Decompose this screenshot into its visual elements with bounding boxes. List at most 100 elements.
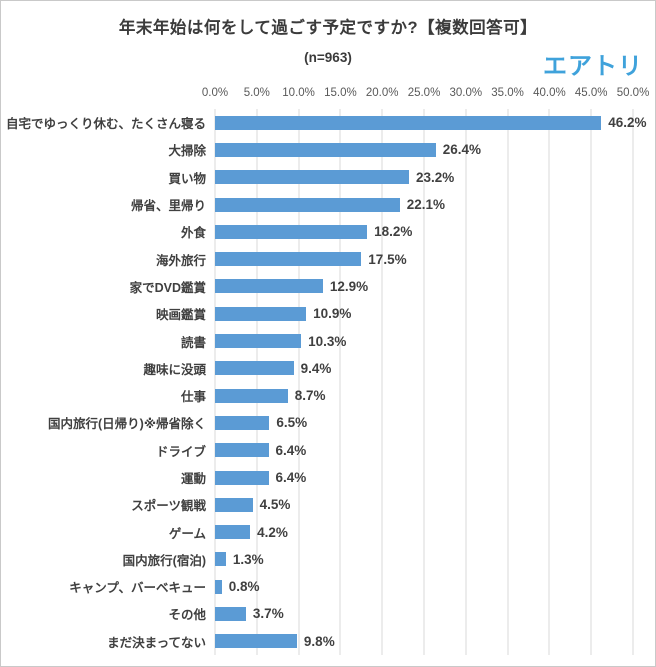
value-label: 1.3% xyxy=(232,551,264,567)
gridline xyxy=(465,109,467,655)
category-label: 買い物 xyxy=(168,171,206,186)
gridline xyxy=(507,109,509,655)
chart-row: その他 3.7% xyxy=(1,600,655,627)
value-label: 18.2% xyxy=(374,224,413,240)
value-label: 9.8% xyxy=(303,633,335,649)
x-tick-label: 25.0% xyxy=(407,87,441,99)
category-label: 運動 xyxy=(180,472,206,486)
chart-row: キャンプ、バーベキュー 0.8% xyxy=(1,573,655,600)
chart-row: 国内旅行(日帰り)※帰省除く 6.5% xyxy=(1,409,655,436)
chart-row: 大掃除 26.4% xyxy=(1,136,655,163)
x-axis-ticks: 0.0% 5.0% 10.0% 15.0% 20.0% 25.0% 30.0% 35.0% 40… xyxy=(202,87,649,102)
chart-row: 自宅でゆっくり休む、たくさん寝る 46.2% xyxy=(1,109,655,136)
category-label: 仕事 xyxy=(180,390,206,405)
x-tick-label: 5.0% xyxy=(243,87,270,99)
value-label: 6.4% xyxy=(275,442,307,458)
category-label: 自宅でゆっくり休む、たくさん寝る xyxy=(5,117,206,132)
bar-track: 12.9% xyxy=(215,273,633,300)
bar-track: 4.5% xyxy=(215,491,633,518)
gridline xyxy=(423,109,425,655)
category-label: まだ決まってない xyxy=(107,635,206,650)
bar-track: 1.3% xyxy=(215,546,633,573)
category-label: 家でDVD鑑賞 xyxy=(129,280,206,295)
bar-track: 10.9% xyxy=(215,300,633,327)
chart-row: 仕事 8.7% xyxy=(1,382,655,409)
bar-track: 3.7% xyxy=(215,600,633,627)
bar xyxy=(215,579,222,594)
chart-row: 外食 18.2% xyxy=(1,218,655,245)
category-label: 国内旅行(宿泊) xyxy=(122,553,206,568)
x-tick-label: 15.0% xyxy=(324,87,357,99)
sample-size-label: (n=963) xyxy=(304,50,352,65)
x-tick-label: 10.0% xyxy=(282,87,315,99)
bar-track: 23.2% xyxy=(215,164,633,191)
bar xyxy=(215,252,362,267)
bar-track: 17.5% xyxy=(215,245,633,272)
x-tick-label: 45.0% xyxy=(574,87,608,99)
gridline xyxy=(256,109,258,655)
chart-rows: 自宅でゆっくり休む、たくさん寝る 46.2% 大掃除 26.4% 買い物 23.2% 帰省、… xyxy=(1,109,655,655)
chart-row: 読書 10.3% xyxy=(1,327,655,354)
gridline xyxy=(214,109,216,655)
bar-track: 4.2% xyxy=(215,518,633,545)
bar-track: 0.8% xyxy=(215,573,633,600)
chart-row: 海外旅行 17.5% xyxy=(1,245,655,272)
bar xyxy=(215,525,251,540)
bar xyxy=(215,634,297,649)
x-tick-label: 35.0% xyxy=(491,87,524,99)
bar-track: 9.8% xyxy=(215,628,633,655)
value-label: 23.2% xyxy=(415,169,455,185)
bar xyxy=(215,415,270,430)
category-label: 読書 xyxy=(180,335,206,350)
category-label: ドライブ xyxy=(155,444,206,459)
chart-row: 運動 6.4% xyxy=(1,464,655,491)
x-tick-label: 0.0% xyxy=(201,87,229,99)
category-label: 国内旅行(日帰り)※帰省除く xyxy=(48,417,206,432)
category-label: キャンプ、バーベキュー xyxy=(69,581,206,596)
bar xyxy=(215,497,253,512)
category-label: 帰省、里帰り xyxy=(130,199,206,214)
chart-title: 年末年始は何をして過ごす予定ですか?【複数回答可】 xyxy=(118,19,538,37)
gridline xyxy=(298,109,300,655)
value-label: 4.2% xyxy=(257,524,288,540)
x-tick-label: 20.0% xyxy=(365,87,399,99)
gridlines xyxy=(214,109,634,655)
bar xyxy=(215,306,307,321)
bar-track: 6.4% xyxy=(215,437,633,464)
bar-track: 8.7% xyxy=(215,382,633,409)
value-label: 4.5% xyxy=(259,497,291,513)
bar-track: 9.4% xyxy=(215,355,633,382)
value-label: 10.3% xyxy=(308,333,347,349)
value-label: 12.9% xyxy=(329,278,369,294)
bar-track: 6.4% xyxy=(215,464,633,491)
category-label: ゲーム xyxy=(168,526,206,541)
value-label: 22.1% xyxy=(406,197,446,213)
category-label: その他 xyxy=(168,608,206,623)
gridline xyxy=(632,109,634,655)
bar-track: 10.3% xyxy=(215,327,633,354)
value-label: 46.2% xyxy=(608,115,647,131)
chart-row: まだ決まってない 9.8% xyxy=(1,628,655,655)
value-label: 0.8% xyxy=(228,579,260,595)
chart-row: 家でDVD鑑賞 12.9% xyxy=(1,273,655,300)
bar xyxy=(215,334,302,349)
bar xyxy=(215,170,409,185)
value-label: 8.7% xyxy=(294,388,326,404)
bar xyxy=(215,224,368,239)
airtrip-logo: エアトリ xyxy=(543,53,643,80)
value-label: 26.4% xyxy=(442,142,481,158)
gridline xyxy=(590,109,592,655)
bar xyxy=(215,552,226,567)
value-label: 10.9% xyxy=(313,306,352,322)
value-label: 6.4% xyxy=(275,470,307,485)
value-label: 6.5% xyxy=(276,415,308,431)
chart-row: 趣味に没頭 9.4% xyxy=(1,355,655,382)
x-tick-label: 30.0% xyxy=(449,87,483,99)
bar-track: 22.1% xyxy=(215,191,633,218)
bar xyxy=(215,197,400,212)
bar-track: 46.2% xyxy=(215,109,647,136)
category-label: スポーツ観戦 xyxy=(131,499,206,514)
x-tick-label: 40.0% xyxy=(533,87,566,99)
chart-row: ドライブ 6.4% xyxy=(1,437,655,464)
gridline xyxy=(548,109,550,655)
